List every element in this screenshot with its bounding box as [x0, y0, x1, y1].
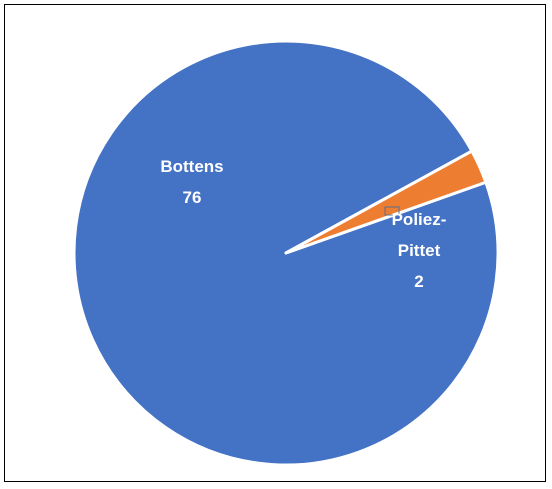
label-bottens-name: Bottens — [160, 157, 223, 176]
label-bottens: Bottens 76 — [160, 157, 223, 207]
label-leader-box — [384, 206, 400, 216]
label-poliez-pittet-name-2: Pittet — [398, 241, 441, 260]
label-poliez-pittet-name-1: Poliez- — [392, 210, 447, 229]
label-poliez-pittet: Poliez- Pittet 2 — [392, 210, 447, 291]
label-poliez-pittet-value: 2 — [414, 272, 423, 291]
pie-slices — [72, 39, 500, 467]
label-bottens-value: 76 — [183, 188, 202, 207]
pie-slice-poliez-pittet — [284, 149, 488, 255]
